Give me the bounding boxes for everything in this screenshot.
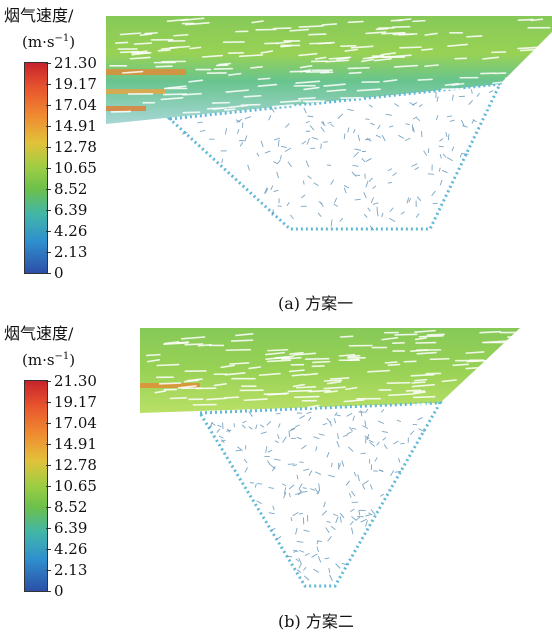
legend-unit: (m·s−1) <box>22 351 76 369</box>
colorbar-tick-mark <box>46 105 51 106</box>
streaks-a <box>109 17 551 115</box>
colorbar-tick-label: 2.13 <box>54 243 88 261</box>
colorbar-tick-label: 10.65 <box>54 159 97 177</box>
colorbar-tick-mark <box>46 528 51 529</box>
colorbar-tick-mark <box>46 444 51 445</box>
colorbar-tick-label: 12.78 <box>54 456 97 474</box>
colorbar-tick-mark <box>46 591 51 592</box>
streaks-b <box>145 329 527 409</box>
colorbar-tick-mark <box>46 549 51 550</box>
colorbar-tick-mark <box>46 147 51 148</box>
colorbar-tick-label: 14.91 <box>54 435 97 453</box>
colorbar-tick-mark <box>46 486 51 487</box>
velocity-field <box>140 328 527 588</box>
colorbar-tick-mark <box>46 63 51 64</box>
colorbar-tick-label: 19.17 <box>54 75 97 93</box>
panel-scheme-1: 烟气速度/ (m·s−1) (a) 方案一 21.30 19.17 17.04 14.… <box>4 6 552 313</box>
colorbar-tick-label: 0 <box>54 264 64 282</box>
colorbar-tick-mark <box>46 273 51 274</box>
arrows-a <box>182 89 494 231</box>
colorbar-tick-mark <box>46 507 51 508</box>
colorbar-tick-mark <box>46 189 51 190</box>
colorbar-tick-label: 8.52 <box>54 498 88 516</box>
colorbar-tick-label: 6.39 <box>54 201 88 219</box>
colorbar-tick-label: 21.30 <box>54 372 97 390</box>
colorbar-tick-label: 21.30 <box>54 54 97 72</box>
colorbar-tick-label: 0 <box>54 582 64 600</box>
colorbar-tick-mark <box>46 402 51 403</box>
legend-unit: (m·s−1) <box>22 33 76 51</box>
colorbar-tick-mark <box>46 126 51 127</box>
colorbar-tick-label: 6.39 <box>54 519 88 537</box>
colorbar-tick-label: 8.52 <box>54 180 88 198</box>
colorbar-tick-mark <box>46 84 51 85</box>
colorbar-tick-mark <box>46 465 51 466</box>
colorbar-tick-label: 17.04 <box>54 414 97 432</box>
colorbar <box>24 62 48 274</box>
colorbar-tick-mark <box>46 252 51 253</box>
colorbar-tick-label: 4.26 <box>54 222 88 240</box>
colorbar-tick-mark <box>46 168 51 169</box>
colorbar-tick-label: 19.17 <box>54 393 97 411</box>
legend-title: 烟气速度/ <box>4 324 74 343</box>
panel-scheme-2: 烟气速度/ (m·s−1) (b) 方案二 21.30 19.17 17.04 14.… <box>0 318 552 633</box>
colorbar-tick-label: 14.91 <box>54 117 97 135</box>
caption-b: (b) 方案二 <box>278 612 354 631</box>
colorbar-tick-label: 10.65 <box>54 477 97 495</box>
colorbar-tick-label: 12.78 <box>54 138 97 156</box>
colorbar-tick-label: 4.26 <box>54 540 88 558</box>
caption-a: (a) 方案一 <box>278 294 354 313</box>
colorbar <box>24 380 48 592</box>
colorbar-tick-mark <box>46 570 51 571</box>
colorbar-tick-mark <box>46 210 51 211</box>
colorbar-tick-mark <box>46 231 51 232</box>
colorbar-tick-mark <box>46 423 51 424</box>
colorbar-tick-mark <box>46 381 51 382</box>
velocity-field <box>106 16 552 231</box>
arrows-b <box>207 408 425 581</box>
legend-title: 烟气速度/ <box>4 6 74 25</box>
colorbar-tick-label: 17.04 <box>54 96 97 114</box>
colorbar-tick-label: 2.13 <box>54 561 88 579</box>
